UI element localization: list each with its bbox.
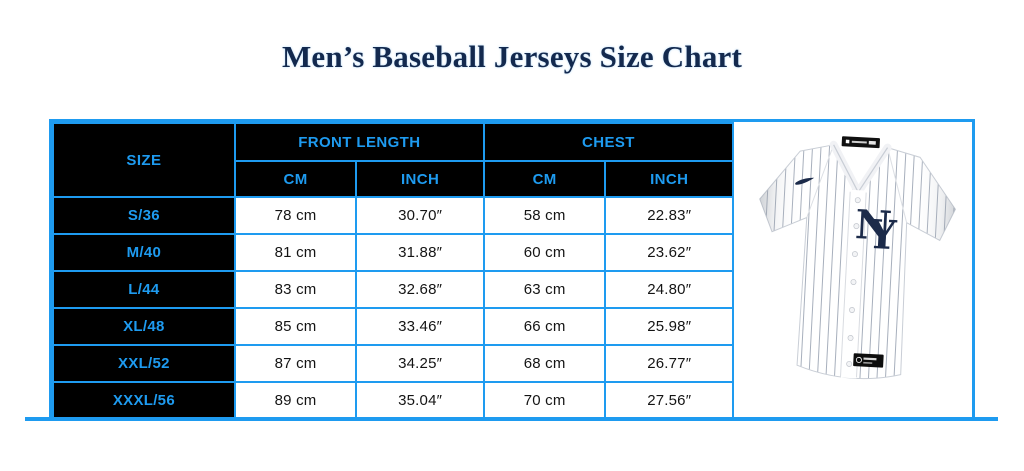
chest-cm-cell: 58 cm bbox=[482, 196, 607, 235]
chest-inch-cell: 25.98″ bbox=[604, 307, 734, 346]
size-table-header: SIZE FRONT LENGTH CHEST CM INCH CM INCH bbox=[52, 122, 735, 198]
front-length-cm-cell: 83 cm bbox=[233, 270, 358, 309]
size-chart-board: SIZE FRONT LENGTH CHEST CM INCH CM INCH … bbox=[49, 119, 975, 421]
size-table-body: S/36 78 cm 30.70″ 58 cm 22.83″ M/40 81 c… bbox=[52, 196, 734, 420]
size-cell: S/36 bbox=[52, 196, 236, 235]
page-title: Men’s Baseball Jerseys Size Chart bbox=[281, 39, 743, 74]
size-cell: XXL/52 bbox=[52, 344, 236, 383]
jersey-body-group: N Y bbox=[759, 136, 957, 380]
chest-cm-cell: 66 cm bbox=[482, 307, 607, 346]
ny-logo-letter-y: Y bbox=[865, 211, 897, 260]
front-length-cm-cell: 87 cm bbox=[233, 344, 358, 383]
table-group-header-row: SIZE FRONT LENGTH CHEST bbox=[52, 122, 735, 198]
jersey-illustration: N Y bbox=[759, 136, 957, 380]
ny-logo-letter-n: N bbox=[854, 201, 893, 250]
front-cm-header: CM bbox=[233, 160, 358, 198]
front-length-cm-cell: 78 cm bbox=[233, 196, 358, 235]
bottom-divider bbox=[25, 417, 998, 421]
chest-inch-cell: 24.80″ bbox=[604, 270, 734, 309]
front-length-cm-cell: 85 cm bbox=[233, 307, 358, 346]
front-inch-header: INCH bbox=[355, 160, 485, 198]
nike-swoosh-icon bbox=[795, 177, 815, 185]
jersey-product-image: N Y bbox=[734, 122, 972, 418]
table-row: XL/48 85 cm 33.46″ 66 cm 25.98″ bbox=[52, 307, 734, 346]
table-sub-header-row: CM INCH CM INCH bbox=[53, 160, 734, 198]
chest-inch-cell: 27.56″ bbox=[604, 381, 734, 420]
chest-inch-cell: 23.62″ bbox=[604, 233, 734, 272]
table-row: S/36 78 cm 30.70″ 58 cm 22.83″ bbox=[52, 196, 734, 235]
front-length-inch-cell: 32.68″ bbox=[355, 270, 485, 309]
size-cell: M/40 bbox=[52, 233, 236, 272]
front-length-cm-cell: 89 cm bbox=[233, 381, 358, 420]
size-cell: XL/48 bbox=[52, 307, 236, 346]
front-length-header: FRONT LENGTH bbox=[233, 122, 485, 162]
chest-cm-cell: 63 cm bbox=[482, 270, 607, 309]
jersey-seams bbox=[806, 144, 908, 223]
chest-inch-cell: 26.77″ bbox=[604, 344, 734, 383]
jersey-buttons bbox=[846, 197, 861, 367]
table-row: L/44 83 cm 32.68″ 63 cm 24.80″ bbox=[52, 270, 734, 309]
front-length-inch-cell: 30.70″ bbox=[355, 196, 485, 235]
table-row: XXL/52 87 cm 34.25″ 68 cm 26.77″ bbox=[52, 344, 734, 383]
size-cell: XXXL/56 bbox=[52, 381, 236, 420]
front-length-cm-cell: 81 cm bbox=[233, 233, 358, 272]
front-length-inch-cell: 34.25″ bbox=[355, 344, 485, 383]
front-length-inch-cell: 31.88″ bbox=[355, 233, 485, 272]
jock-tag bbox=[853, 353, 884, 368]
collar-label bbox=[841, 136, 880, 149]
size-table: SIZE FRONT LENGTH CHEST CM INCH CM INCH … bbox=[52, 122, 735, 420]
chest-header: CHEST bbox=[482, 122, 735, 162]
table-row: M/40 81 cm 31.88″ 60 cm 23.62″ bbox=[52, 233, 734, 272]
chest-cm-cell: 68 cm bbox=[482, 344, 607, 383]
chest-cm-header: CM bbox=[482, 160, 607, 198]
ny-logo: N Y bbox=[854, 201, 898, 260]
chest-cm-cell: 70 cm bbox=[482, 381, 607, 420]
chest-inch-header: INCH bbox=[604, 160, 734, 198]
size-column-header: SIZE bbox=[52, 122, 236, 198]
chest-inch-cell: 22.83″ bbox=[604, 196, 734, 235]
front-length-inch-cell: 35.04″ bbox=[355, 381, 485, 420]
chest-cm-cell: 60 cm bbox=[482, 233, 607, 272]
size-cell: L/44 bbox=[52, 270, 236, 309]
table-row: XXXL/56 89 cm 35.04″ 70 cm 27.56″ bbox=[52, 381, 734, 420]
front-length-inch-cell: 33.46″ bbox=[355, 307, 485, 346]
